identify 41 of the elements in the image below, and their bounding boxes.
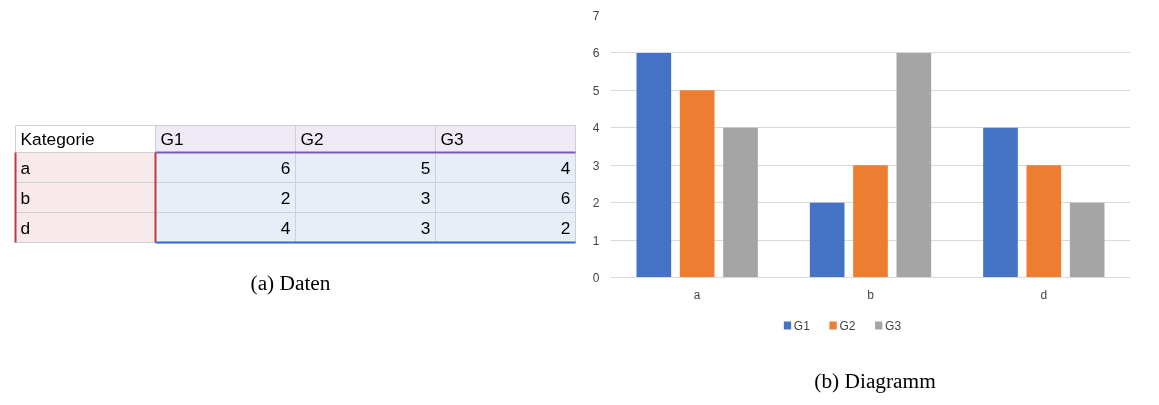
bar [983,127,1018,278]
text: 6 [560,187,571,208]
y-tick-label: 4 [592,121,600,136]
y-tick-label: 1 [592,233,600,248]
bar [853,165,888,278]
y-tick-label: 0 [592,271,600,285]
x-tick-label: b [866,288,875,303]
text: 2 [560,217,571,238]
bar [1069,202,1105,278]
text: G3 [440,129,464,149]
bar [679,90,715,278]
bar [809,202,845,278]
x-tick-label: a [693,288,701,303]
text: b [20,187,31,208]
bar [636,52,672,278]
text: 5 [420,157,431,178]
text: a [20,157,31,178]
text: d [20,217,31,238]
text: 6 [280,157,291,178]
text: Kategorie [20,129,95,149]
text: 3 [420,217,431,238]
text: 4 [560,157,571,178]
y-tick-label: 6 [592,46,600,61]
text: G1 [160,129,184,149]
x-tick-label: d [1040,288,1048,303]
y-tick-label: 5 [592,83,600,98]
text: 4 [280,217,291,238]
legend-label: G3 [885,318,902,333]
bar [1026,165,1062,278]
text: 3 [420,187,431,208]
text: G2 [300,129,324,149]
text: (a) Daten [250,270,331,295]
text: (b) Diagramm [814,368,937,393]
text: 2 [280,187,291,208]
bar [896,52,932,278]
legend-label: G2 [839,318,856,333]
legend-label: G1 [793,318,811,333]
y-tick-label: 2 [592,196,600,211]
y-tick-label: 3 [592,158,600,173]
y-tick-label: 7 [592,9,600,23]
bar [723,127,758,278]
